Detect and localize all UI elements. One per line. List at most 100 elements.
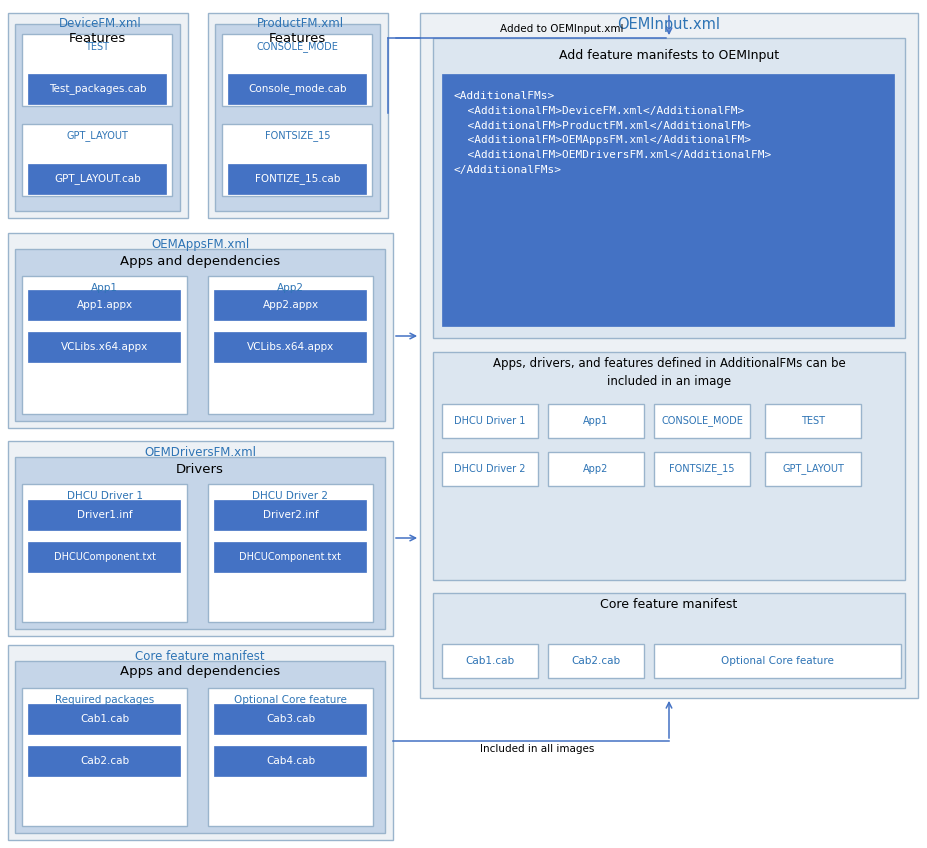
Text: CONSOLE_MODE: CONSOLE_MODE: [661, 416, 743, 427]
Text: CONSOLE_MODE: CONSOLE_MODE: [257, 42, 338, 53]
Text: OEMDriversFM.xml: OEMDriversFM.xml: [144, 445, 256, 459]
Bar: [22, 276, 187, 414]
Bar: [442, 452, 538, 486]
Text: App2.appx: App2.appx: [262, 300, 319, 310]
Bar: [222, 124, 372, 196]
Bar: [442, 404, 538, 438]
Text: Included in all images: Included in all images: [480, 744, 594, 754]
Text: DHCUComponent.txt: DHCUComponent.txt: [239, 552, 341, 562]
Text: Console_mode.cab: Console_mode.cab: [248, 84, 347, 94]
Text: App1: App1: [583, 416, 609, 426]
Text: GPT_LAYOUT: GPT_LAYOUT: [782, 464, 844, 474]
Text: Add feature manifests to OEMInput: Add feature manifests to OEMInput: [559, 48, 779, 62]
Text: Cab2.cab: Cab2.cab: [571, 656, 620, 666]
Bar: [548, 452, 644, 486]
Bar: [222, 34, 372, 106]
Text: FONTIZE_15.cab: FONTIZE_15.cab: [255, 174, 340, 185]
Text: Drivers: Drivers: [176, 462, 224, 476]
Text: Required packages: Required packages: [55, 695, 154, 705]
Text: GPT_LAYOUT: GPT_LAYOUT: [67, 131, 129, 142]
Text: Features: Features: [69, 31, 126, 44]
Text: Apps and dependencies: Apps and dependencies: [120, 254, 280, 267]
Text: DHCU Driver 1: DHCU Driver 1: [454, 416, 526, 426]
Text: Cab3.cab: Cab3.cab: [266, 714, 315, 724]
Bar: [214, 542, 366, 572]
Bar: [28, 746, 180, 776]
Bar: [28, 74, 166, 104]
Bar: [433, 352, 905, 580]
Text: App1: App1: [91, 283, 118, 293]
Text: Cab2.cab: Cab2.cab: [80, 756, 129, 766]
Bar: [28, 704, 180, 734]
Bar: [208, 688, 373, 826]
Text: GPT_LAYOUT.cab: GPT_LAYOUT.cab: [54, 174, 141, 185]
Text: App2: App2: [583, 464, 609, 474]
Bar: [15, 249, 385, 421]
Bar: [228, 164, 366, 194]
Text: App1.appx: App1.appx: [76, 300, 133, 310]
Text: DeviceFM.xml: DeviceFM.xml: [58, 16, 142, 30]
Bar: [28, 542, 180, 572]
Text: Optional Core feature: Optional Core feature: [234, 695, 347, 705]
Bar: [228, 74, 366, 104]
Text: Optional Core feature: Optional Core feature: [721, 656, 834, 666]
Bar: [214, 332, 366, 362]
Bar: [654, 452, 750, 486]
Bar: [8, 645, 393, 840]
Text: DHCUComponent.txt: DHCUComponent.txt: [54, 552, 156, 562]
Text: TEST: TEST: [85, 42, 109, 52]
Text: TEST: TEST: [801, 416, 825, 426]
Text: App2: App2: [277, 283, 304, 293]
Text: DHCU Driver 2: DHCU Driver 2: [454, 464, 526, 474]
Bar: [8, 13, 188, 218]
Bar: [22, 34, 172, 106]
Text: VCLibs.x64.appx: VCLibs.x64.appx: [61, 342, 148, 352]
Text: Driver2.inf: Driver2.inf: [262, 510, 318, 520]
Text: DHCU Driver 2: DHCU Driver 2: [252, 491, 328, 501]
Bar: [214, 746, 366, 776]
Bar: [765, 452, 861, 486]
Bar: [442, 74, 894, 326]
Bar: [433, 593, 905, 688]
Bar: [442, 644, 538, 678]
Bar: [28, 164, 166, 194]
Text: <AdditionalFMs>
  <AdditionalFM>DeviceFM.xml</AdditionalFM>
  <AdditionalFM>Prod: <AdditionalFMs> <AdditionalFM>DeviceFM.x…: [454, 91, 771, 175]
Bar: [15, 457, 385, 629]
Text: Apps, drivers, and features defined in AdditionalFMs can be
included in an image: Apps, drivers, and features defined in A…: [492, 356, 845, 388]
Bar: [208, 276, 373, 414]
Bar: [214, 290, 366, 320]
Bar: [654, 404, 750, 438]
Text: Features: Features: [269, 31, 326, 44]
Text: Driver1.inf: Driver1.inf: [77, 510, 133, 520]
Text: OEMAppsFM.xml: OEMAppsFM.xml: [151, 237, 249, 250]
Text: Core feature manifest: Core feature manifest: [135, 650, 265, 662]
Text: Cab1.cab: Cab1.cab: [80, 714, 129, 724]
Text: Cab1.cab: Cab1.cab: [465, 656, 514, 666]
Bar: [215, 24, 380, 211]
Text: VCLibs.x64.appx: VCLibs.x64.appx: [247, 342, 334, 352]
Text: Test_packages.cab: Test_packages.cab: [49, 84, 146, 94]
Bar: [765, 404, 861, 438]
Text: Apps and dependencies: Apps and dependencies: [120, 666, 280, 678]
Bar: [214, 500, 366, 530]
Bar: [654, 644, 901, 678]
Text: FONTSIZE_15: FONTSIZE_15: [265, 131, 330, 142]
Bar: [28, 500, 180, 530]
Bar: [548, 404, 644, 438]
Bar: [15, 24, 180, 211]
Bar: [28, 332, 180, 362]
Bar: [208, 484, 373, 622]
Text: FONTSIZE_15: FONTSIZE_15: [669, 464, 735, 474]
Bar: [8, 233, 393, 428]
Text: Cab4.cab: Cab4.cab: [266, 756, 315, 766]
Bar: [22, 688, 187, 826]
Bar: [548, 644, 644, 678]
Bar: [22, 124, 172, 196]
Bar: [15, 661, 385, 833]
Bar: [8, 441, 393, 636]
Text: ProductFM.xml: ProductFM.xml: [257, 16, 344, 30]
Text: DHCU Driver 1: DHCU Driver 1: [67, 491, 143, 501]
Text: Added to OEMInput.xml: Added to OEMInput.xml: [500, 24, 624, 34]
Bar: [420, 13, 918, 698]
Bar: [22, 484, 187, 622]
